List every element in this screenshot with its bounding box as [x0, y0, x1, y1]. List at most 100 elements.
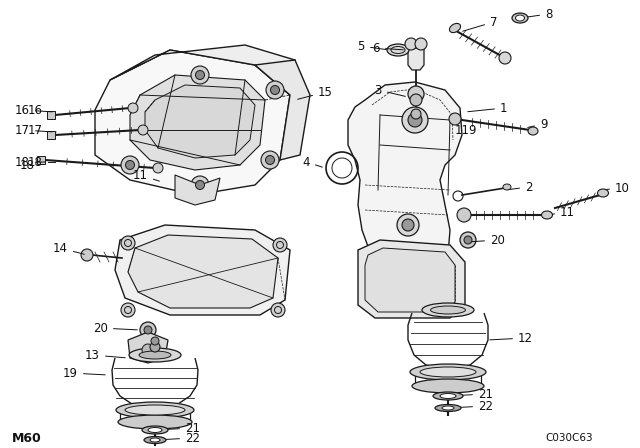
Text: 3: 3	[374, 83, 405, 96]
Circle shape	[402, 219, 414, 231]
Text: 18: 18	[28, 155, 43, 168]
Ellipse shape	[512, 13, 528, 23]
Ellipse shape	[503, 184, 511, 190]
Text: 22: 22	[451, 400, 493, 413]
Circle shape	[271, 86, 280, 95]
Circle shape	[449, 113, 461, 125]
Text: 12: 12	[490, 332, 533, 345]
Polygon shape	[110, 45, 295, 95]
Ellipse shape	[410, 364, 486, 380]
Ellipse shape	[412, 379, 484, 393]
Circle shape	[464, 236, 472, 244]
Ellipse shape	[139, 351, 171, 359]
Circle shape	[144, 326, 152, 334]
Text: 13: 13	[85, 349, 125, 362]
Ellipse shape	[387, 44, 409, 56]
Text: 10: 10	[603, 181, 630, 194]
Ellipse shape	[142, 426, 168, 434]
Polygon shape	[128, 332, 168, 363]
Text: 18: 18	[20, 159, 35, 172]
Circle shape	[499, 52, 511, 64]
Circle shape	[151, 337, 159, 345]
Polygon shape	[130, 75, 265, 170]
Circle shape	[138, 125, 148, 135]
Circle shape	[128, 103, 138, 113]
Text: 14: 14	[53, 241, 84, 254]
Polygon shape	[95, 50, 290, 195]
Ellipse shape	[528, 127, 538, 135]
Ellipse shape	[515, 15, 525, 21]
Circle shape	[191, 176, 209, 194]
Ellipse shape	[433, 392, 463, 400]
Circle shape	[415, 38, 427, 50]
Circle shape	[125, 160, 134, 169]
Text: 6: 6	[372, 42, 403, 55]
Text: 17: 17	[15, 124, 52, 137]
Ellipse shape	[150, 438, 160, 442]
Ellipse shape	[541, 211, 552, 219]
Text: 11: 11	[455, 124, 470, 137]
Circle shape	[408, 113, 422, 127]
Ellipse shape	[422, 303, 474, 317]
Ellipse shape	[435, 405, 461, 412]
Text: 5: 5	[358, 39, 387, 52]
Polygon shape	[408, 48, 424, 70]
Ellipse shape	[116, 402, 194, 418]
Circle shape	[408, 86, 424, 102]
Bar	[37, 156, 45, 164]
Circle shape	[121, 236, 135, 250]
Text: M60: M60	[12, 431, 42, 444]
Circle shape	[402, 107, 428, 133]
Circle shape	[410, 94, 422, 106]
Circle shape	[405, 38, 417, 50]
Ellipse shape	[129, 348, 181, 362]
Circle shape	[261, 151, 279, 169]
Text: 21: 21	[451, 388, 493, 401]
Ellipse shape	[420, 367, 476, 377]
Ellipse shape	[431, 306, 465, 314]
Text: 18: 18	[15, 155, 45, 168]
Circle shape	[191, 66, 209, 84]
Text: 9: 9	[468, 124, 476, 137]
Circle shape	[121, 156, 139, 174]
Circle shape	[460, 232, 476, 248]
Polygon shape	[348, 82, 462, 278]
Text: 15: 15	[298, 86, 333, 99]
Circle shape	[397, 214, 419, 236]
Text: 20: 20	[470, 233, 505, 246]
Circle shape	[195, 181, 205, 190]
Ellipse shape	[144, 436, 166, 444]
Ellipse shape	[118, 415, 192, 429]
Polygon shape	[365, 248, 455, 312]
Ellipse shape	[449, 23, 461, 33]
Ellipse shape	[440, 393, 456, 399]
Polygon shape	[255, 60, 310, 160]
Text: 4: 4	[303, 155, 323, 168]
Text: 2: 2	[508, 181, 532, 194]
Circle shape	[411, 109, 421, 119]
Circle shape	[195, 70, 205, 79]
Polygon shape	[358, 240, 465, 318]
Text: 11: 11	[133, 168, 159, 181]
Circle shape	[273, 238, 287, 252]
Bar	[47, 111, 55, 119]
Circle shape	[150, 342, 160, 352]
Polygon shape	[175, 175, 220, 205]
Circle shape	[266, 81, 284, 99]
Circle shape	[81, 249, 93, 261]
Circle shape	[457, 208, 471, 222]
Text: 16: 16	[28, 103, 43, 116]
Text: 19: 19	[63, 366, 105, 379]
Text: 21: 21	[158, 422, 200, 435]
Bar	[47, 131, 55, 139]
Text: 11: 11	[550, 206, 575, 219]
Text: 17: 17	[28, 124, 43, 137]
Circle shape	[153, 163, 163, 173]
Text: 7: 7	[463, 16, 497, 31]
Text: 20: 20	[93, 322, 137, 335]
Ellipse shape	[125, 405, 185, 415]
Circle shape	[140, 322, 156, 338]
Circle shape	[142, 344, 154, 356]
Ellipse shape	[148, 427, 162, 432]
Text: 1: 1	[468, 102, 508, 115]
